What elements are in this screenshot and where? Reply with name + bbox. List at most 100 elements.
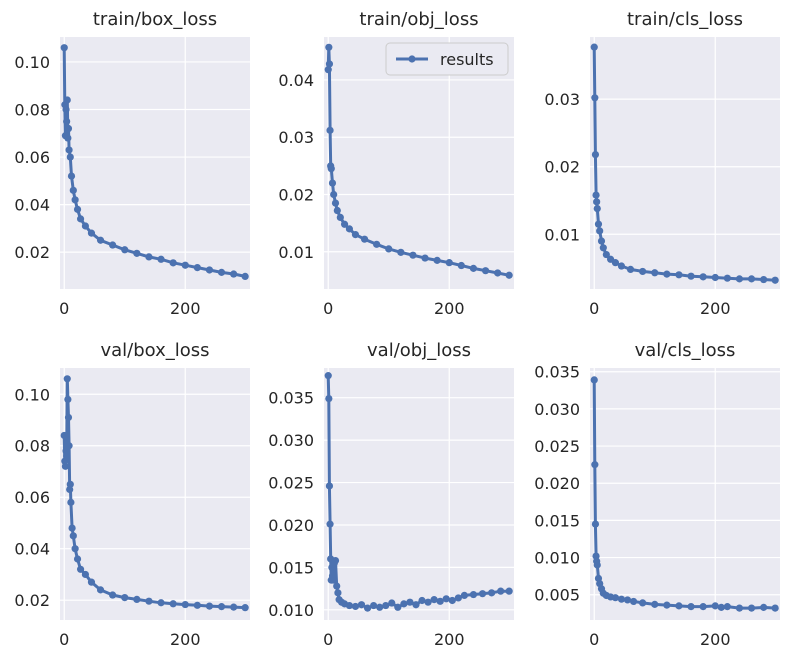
data-point (205, 602, 214, 610)
series-results (324, 43, 513, 279)
data-point (699, 273, 707, 281)
data-point (460, 591, 468, 599)
x-tick-label: 0 (323, 630, 333, 649)
data-point (230, 270, 238, 278)
data-point (663, 601, 671, 609)
subplot-title: val/box_loss (100, 340, 209, 361)
data-point (169, 259, 177, 267)
data-point (596, 227, 604, 235)
data-point (699, 603, 707, 611)
data-point (333, 206, 341, 215)
data-point (723, 603, 731, 611)
data-point (121, 246, 129, 254)
y-tick-label: 0.030 (534, 400, 580, 419)
data-point (331, 199, 340, 207)
data-point (469, 590, 478, 599)
y-tick-label: 0.02 (14, 243, 50, 262)
x-tick-label: 200 (700, 630, 731, 649)
y-tick-label: 0.025 (268, 474, 314, 493)
data-point (388, 599, 396, 607)
subplot-4: val/box_loss 0.02 0.04 0.06 0.08 0.10 0 200 (14, 340, 250, 649)
data-point (363, 604, 372, 612)
data-point (611, 594, 620, 602)
y-tick-label: 0.02 (278, 186, 314, 205)
data-point (723, 274, 731, 282)
subplot-3: train/cls_loss 0.01 0.02 0.03 0 200 (544, 9, 780, 318)
data-point (331, 557, 340, 565)
data-point (760, 603, 768, 611)
data-point (73, 205, 82, 213)
data-point (61, 462, 70, 470)
y-tick-label: 0.010 (534, 549, 580, 568)
data-point (448, 596, 456, 605)
data-point (65, 442, 73, 450)
legend-marker (408, 55, 416, 63)
x-tick-label: 200 (700, 299, 731, 318)
data-point (611, 259, 620, 267)
subplot-title: val/cls_loss (635, 340, 736, 361)
x-tick-label: 200 (434, 299, 465, 318)
data-point (326, 126, 334, 134)
series-results (324, 372, 513, 612)
data-point (735, 604, 744, 612)
x-tick-label: 200 (170, 630, 201, 649)
data-point (592, 552, 600, 560)
data-point (639, 599, 647, 607)
data-point (345, 601, 354, 610)
data-point (67, 172, 76, 180)
x-tick-label: 0 (323, 299, 333, 318)
legend-box (385, 42, 509, 76)
data-point (145, 597, 153, 605)
data-point (96, 586, 105, 594)
data-point (63, 452, 71, 460)
data-point (217, 268, 226, 276)
series-results (60, 44, 249, 280)
subplot-2: train/obj_loss 0.01 0.02 0.03 0.04 0 200 result… (278, 9, 514, 318)
data-point (418, 596, 426, 605)
data-point (121, 594, 129, 602)
y-tick-label: 0.010 (268, 601, 314, 620)
data-point (71, 545, 79, 553)
data-point (60, 431, 68, 440)
data-point (351, 230, 360, 239)
y-tick-label: 0.06 (14, 148, 50, 167)
data-point (81, 222, 90, 230)
y-tick-label: 0.04 (14, 196, 50, 215)
plot-area (590, 37, 780, 289)
data-point (370, 601, 378, 610)
data-point (591, 461, 599, 469)
data-point (133, 595, 141, 604)
data-point (333, 582, 341, 590)
data-point (87, 578, 96, 586)
data-point (409, 251, 417, 259)
y-tick-label: 0.06 (14, 488, 50, 507)
y-tick-label: 0.015 (534, 511, 580, 530)
y-tick-label: 0.01 (544, 225, 580, 244)
data-point (325, 394, 333, 403)
data-point (385, 245, 393, 253)
y-tick-label: 0.020 (268, 516, 314, 535)
data-point (325, 482, 334, 490)
data-point (181, 600, 189, 609)
data-point (329, 576, 337, 584)
data-point (64, 124, 73, 133)
plot-area (60, 37, 250, 289)
data-point (457, 261, 465, 270)
data-point (76, 565, 85, 573)
data-point (591, 94, 599, 102)
series-results (590, 376, 779, 612)
x-tick-label: 0 (59, 630, 69, 649)
data-point (617, 595, 626, 603)
data-point (687, 603, 695, 611)
data-point (593, 205, 601, 213)
x-tick-label: 0 (589, 630, 599, 649)
data-point (373, 240, 381, 248)
data-point (334, 589, 342, 597)
plot-area (60, 368, 250, 620)
y-tick-label: 0.02 (544, 158, 580, 177)
data-point (735, 275, 744, 283)
data-point (591, 520, 600, 528)
x-tick-label: 200 (170, 299, 201, 318)
data-point (639, 267, 647, 276)
data-point (597, 237, 606, 245)
